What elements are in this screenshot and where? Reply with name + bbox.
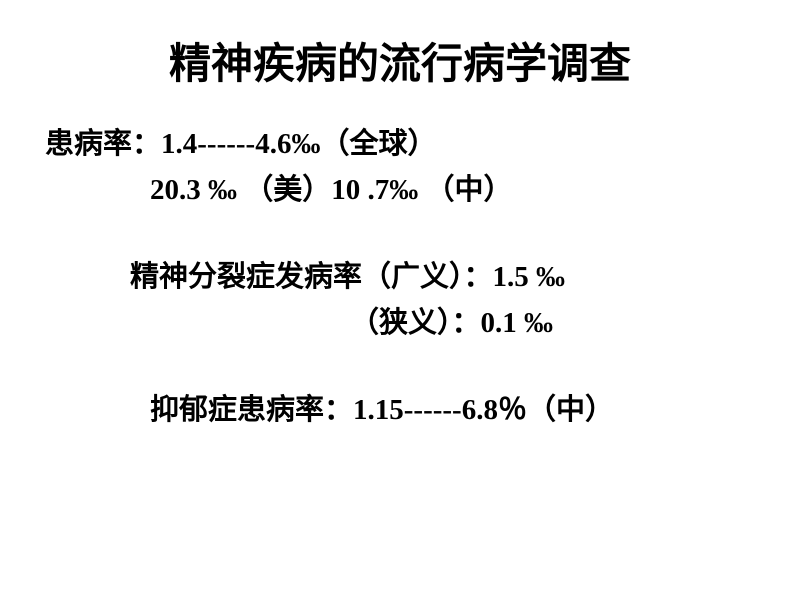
depression-china: 抑郁症患病率：1.15------6.8％（中） — [150, 387, 760, 433]
schizophrenia-narrow: （狭义）：0.1 ‰ — [350, 300, 760, 346]
slide-title: 精神疾病的流行病学调查 — [40, 30, 760, 91]
slide-container: 精神疾病的流行病学调查 患病率：1.4------4.6‰（全球） 20.3 ‰… — [0, 0, 800, 600]
prevalence-global: 患病率：1.4------4.6‰（全球） — [45, 121, 760, 167]
schizophrenia-broad: 精神分裂症发病率（广义）：1.5 ‰ — [130, 254, 760, 300]
prevalence-us-china: 20.3 ‰ （美）10 .7‰ （中） — [150, 167, 760, 213]
